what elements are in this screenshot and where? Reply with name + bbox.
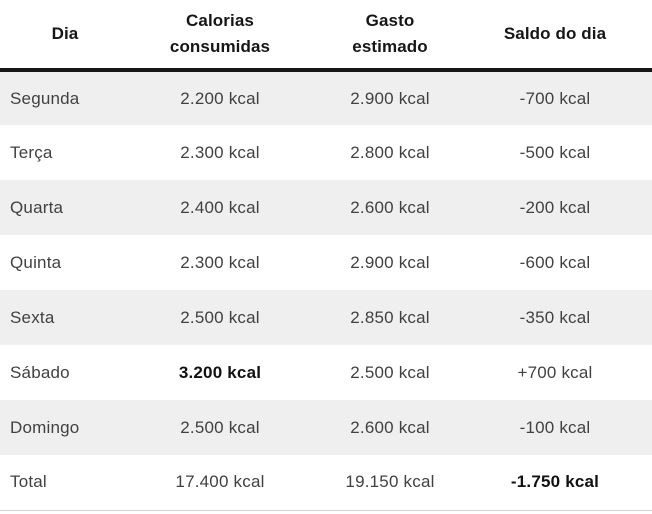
cell-calories-consumed: 2.500 kcal: [180, 307, 260, 327]
cell-daily-balance: -700 kcal: [519, 88, 591, 108]
cell-day: Total: [10, 472, 47, 492]
cell-spacer: [640, 235, 652, 290]
column-header-spacer: [640, 0, 652, 72]
cell-day: Quarta: [10, 197, 64, 217]
cell-estimated-expenditure: 19.150 kcal: [345, 472, 435, 492]
cell-daily-balance: -200 kcal: [519, 197, 591, 217]
cell-day: Terça: [10, 142, 53, 162]
cell-day: Sexta: [10, 307, 55, 327]
cell-estimated-expenditure: 2.850 kcal: [350, 307, 430, 327]
cell-calories-consumed: 2.400 kcal: [180, 197, 260, 217]
cell-daily-balance: -500 kcal: [519, 142, 591, 162]
cell-daily-balance: -600 kcal: [519, 252, 591, 272]
cell-calories-consumed: 17.400 kcal: [175, 472, 265, 492]
column-header-calories-consumed: Calorias consumidas: [130, 0, 310, 72]
cell-day: Segunda: [10, 88, 80, 108]
cell-estimated-expenditure: 2.800 kcal: [350, 142, 430, 162]
cell-estimated-expenditure: 2.600 kcal: [350, 417, 430, 437]
table-row-sabado: Sábado 3.200 kcal 2.500 kcal +700 kcal: [0, 345, 652, 400]
table-row-terca: Terça 2.300 kcal 2.800 kcal -500 kcal: [0, 125, 652, 180]
cell-spacer: [640, 345, 652, 400]
cell-day: Domingo: [10, 417, 80, 437]
column-header-estimated-expenditure-label: Gasto estimado: [352, 11, 428, 56]
column-header-day: Dia: [0, 0, 130, 72]
cell-spacer: [640, 400, 652, 455]
column-header-estimated-expenditure: Gasto estimado: [310, 0, 470, 72]
cell-estimated-expenditure: 2.900 kcal: [350, 88, 430, 108]
cell-estimated-expenditure: 2.600 kcal: [350, 197, 430, 217]
cell-day: Quinta: [10, 252, 62, 272]
cell-day: Sábado: [10, 362, 70, 382]
cell-spacer: [640, 70, 652, 125]
cell-daily-balance: -350 kcal: [519, 307, 591, 327]
cell-calories-consumed: 2.500 kcal: [180, 417, 260, 437]
cell-calories-consumed-emphasized: 3.200 kcal: [178, 362, 262, 382]
cell-daily-balance-emphasized: -1.750 kcal: [510, 472, 600, 492]
table-row-quarta: Quarta 2.400 kcal 2.600 kcal -200 kcal: [0, 180, 652, 235]
cell-spacer: [640, 180, 652, 235]
header-row: Dia Calorias consumidas Gasto estimado S…: [0, 0, 652, 72]
table-row-total: Total 17.400 kcal 19.150 kcal -1.750 kca…: [0, 455, 652, 510]
cell-spacer: [640, 455, 652, 510]
cell-calories-consumed: 2.300 kcal: [180, 252, 260, 272]
cell-spacer: [640, 290, 652, 345]
cell-daily-balance: -100 kcal: [519, 417, 591, 437]
cell-calories-consumed: 2.300 kcal: [180, 142, 260, 162]
cell-daily-balance: +700 kcal: [517, 362, 593, 382]
table-row-domingo: Domingo 2.500 kcal 2.600 kcal -100 kcal: [0, 400, 652, 455]
column-header-calories-consumed-label: Calorias consumidas: [169, 11, 271, 56]
cell-estimated-expenditure: 2.900 kcal: [350, 252, 430, 272]
cell-estimated-expenditure: 2.500 kcal: [350, 362, 430, 382]
cell-calories-consumed: 2.200 kcal: [180, 88, 260, 108]
column-header-daily-balance: Saldo do dia: [470, 0, 640, 72]
cell-spacer: [640, 125, 652, 180]
table-row-segunda: Segunda 2.200 kcal 2.900 kcal -700 kcal: [0, 70, 652, 125]
table-row-quinta: Quinta 2.300 kcal 2.900 kcal -600 kcal: [0, 235, 652, 290]
table-row-sexta: Sexta 2.500 kcal 2.850 kcal -350 kcal: [0, 290, 652, 345]
